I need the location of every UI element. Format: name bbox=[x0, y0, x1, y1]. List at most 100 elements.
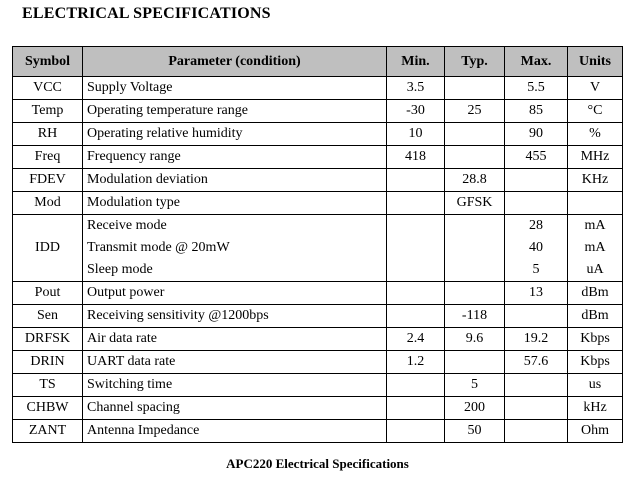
table-row: DRFSK Air data rate 2.4 9.6 19.2 Kbps bbox=[12, 327, 623, 351]
cell-max-line: 19.2 bbox=[523, 331, 549, 346]
header-typ: Typ. bbox=[444, 46, 505, 77]
cell-max: 90 bbox=[504, 122, 568, 146]
cell-units-line: dBm bbox=[581, 308, 609, 323]
cell-typ: 200 bbox=[444, 396, 505, 420]
table-row: Pout Output power 13 dBm bbox=[12, 281, 623, 305]
cell-max: 5.5 bbox=[504, 76, 568, 100]
cell-min-line bbox=[391, 237, 440, 259]
cell-units-line: dBm bbox=[581, 285, 609, 300]
cell-min-line: 10 bbox=[408, 126, 423, 141]
cell-parameter: Receiving sensitivity @1200bps bbox=[82, 304, 387, 328]
cell-min-line: 3.5 bbox=[406, 80, 425, 95]
cell-parameter: Operating relative humidity bbox=[82, 122, 387, 146]
header-units: Units bbox=[567, 46, 623, 77]
cell-parameter: Output power bbox=[82, 281, 387, 305]
cell-typ-line: 25 bbox=[467, 103, 482, 118]
cell-units-line: mA bbox=[584, 218, 606, 233]
table-row: Freq Frequency range 418 455 MHz bbox=[12, 145, 623, 169]
cell-parameter-line: Receiving sensitivity @1200bps bbox=[87, 308, 269, 323]
cell-units: V bbox=[567, 76, 623, 100]
cell-units: us bbox=[567, 373, 623, 397]
header-max: Max. bbox=[504, 46, 568, 77]
header-row: Symbol Parameter (condition) Min. Typ. M… bbox=[12, 46, 623, 77]
cell-parameter: Air data rate bbox=[82, 327, 387, 351]
cell-typ-line: -118 bbox=[461, 308, 488, 323]
cell-units: dBm bbox=[567, 281, 623, 305]
cell-parameter-line: UART data rate bbox=[87, 354, 176, 369]
cell-parameter-line: Supply Voltage bbox=[87, 80, 173, 95]
cell-typ bbox=[444, 76, 505, 100]
cell-max-line: 13 bbox=[529, 285, 543, 300]
cell-min bbox=[386, 191, 445, 215]
cell-parameter: UART data rate bbox=[82, 350, 387, 374]
cell-min bbox=[386, 396, 445, 420]
cell-symbol: Pout bbox=[12, 281, 83, 305]
cell-units: Kbps bbox=[567, 350, 623, 374]
cell-symbol: Mod bbox=[12, 191, 83, 215]
cell-symbol: DRIN bbox=[12, 350, 83, 374]
cell-units-line: kHz bbox=[583, 400, 607, 415]
spec-table: Symbol Parameter (condition) Min. Typ. M… bbox=[12, 46, 623, 443]
cell-max: 85 bbox=[504, 99, 568, 123]
cell-typ bbox=[444, 281, 505, 305]
cell-typ-line bbox=[449, 237, 500, 259]
cell-max: 57.6 bbox=[504, 350, 568, 374]
cell-typ bbox=[444, 350, 505, 374]
cell-typ-line bbox=[449, 215, 500, 237]
cell-max bbox=[504, 168, 568, 192]
cell-max-line: 57.6 bbox=[523, 354, 549, 369]
cell-units-line: uA bbox=[586, 262, 604, 277]
spec-body: VCC Supply Voltage 3.5 5.5 V Temp Operating te… bbox=[12, 76, 623, 443]
cell-typ bbox=[444, 122, 505, 146]
cell-parameter: Antenna Impedance bbox=[82, 419, 387, 443]
cell-units: KHz bbox=[567, 168, 623, 192]
cell-parameter-line: Modulation type bbox=[87, 195, 180, 210]
table-row: RH Operating relative humidity 10 90% bbox=[12, 122, 623, 146]
cell-typ-line: 28.8 bbox=[462, 172, 487, 187]
table-row: Temp Operating temperature range -30 25 85 °C bbox=[12, 99, 623, 123]
cell-typ: 9.6 bbox=[444, 327, 505, 351]
cell-symbol: TS bbox=[12, 373, 83, 397]
cell-units: Kbps bbox=[567, 327, 623, 351]
cell-max-line: 5.5 bbox=[527, 80, 545, 95]
cell-parameter: Modulation deviation bbox=[82, 168, 387, 192]
cell-symbol: DRFSK bbox=[12, 327, 83, 351]
cell-min bbox=[386, 419, 445, 443]
cell-min-line: 2.4 bbox=[406, 331, 425, 346]
cell-units bbox=[567, 191, 623, 215]
cell-units: Ohm bbox=[567, 419, 623, 443]
cell-symbol: Freq bbox=[12, 145, 83, 169]
cell-min-line bbox=[391, 215, 440, 237]
cell-symbol: CHBW bbox=[12, 396, 83, 420]
cell-max bbox=[504, 396, 568, 420]
cell-typ: 50 bbox=[444, 419, 505, 443]
cell-units-line: V bbox=[589, 80, 601, 95]
cell-parameter: Operating temperature range bbox=[82, 99, 387, 123]
cell-min-line: 1.2 bbox=[406, 354, 425, 369]
table-caption: APC220 Electrical Specifications bbox=[226, 456, 409, 471]
cell-units-line: MHz bbox=[580, 149, 610, 164]
cell-units-line: Ohm bbox=[581, 423, 609, 438]
cell-units: mA mA uA bbox=[567, 214, 623, 282]
cell-symbol: RH bbox=[12, 122, 83, 146]
cell-typ bbox=[444, 214, 505, 282]
cell-units-line: Kbps bbox=[580, 354, 610, 369]
table-row: VCC Supply Voltage 3.5 5.5 V bbox=[12, 76, 623, 100]
cell-min-line: -30 bbox=[406, 103, 425, 118]
cell-typ: GFSK bbox=[444, 191, 505, 215]
cell-parameter: Switching time bbox=[82, 373, 387, 397]
cell-symbol: FDEV bbox=[12, 168, 83, 192]
header-min: Min. bbox=[386, 46, 445, 77]
cell-typ bbox=[444, 145, 505, 169]
cell-parameter-line: Antenna Impedance bbox=[87, 423, 200, 438]
cell-typ-line bbox=[449, 259, 500, 281]
cell-max bbox=[504, 419, 568, 443]
cell-max-line: 40 bbox=[529, 240, 543, 255]
cell-min bbox=[386, 214, 445, 282]
cell-units-line: % bbox=[589, 126, 601, 141]
cell-parameter: Modulation type bbox=[82, 191, 387, 215]
cell-units-line: us bbox=[588, 377, 602, 392]
cell-max bbox=[504, 191, 568, 215]
cell-units: % bbox=[567, 122, 623, 146]
cell-max: 28 40 5 bbox=[504, 214, 568, 282]
